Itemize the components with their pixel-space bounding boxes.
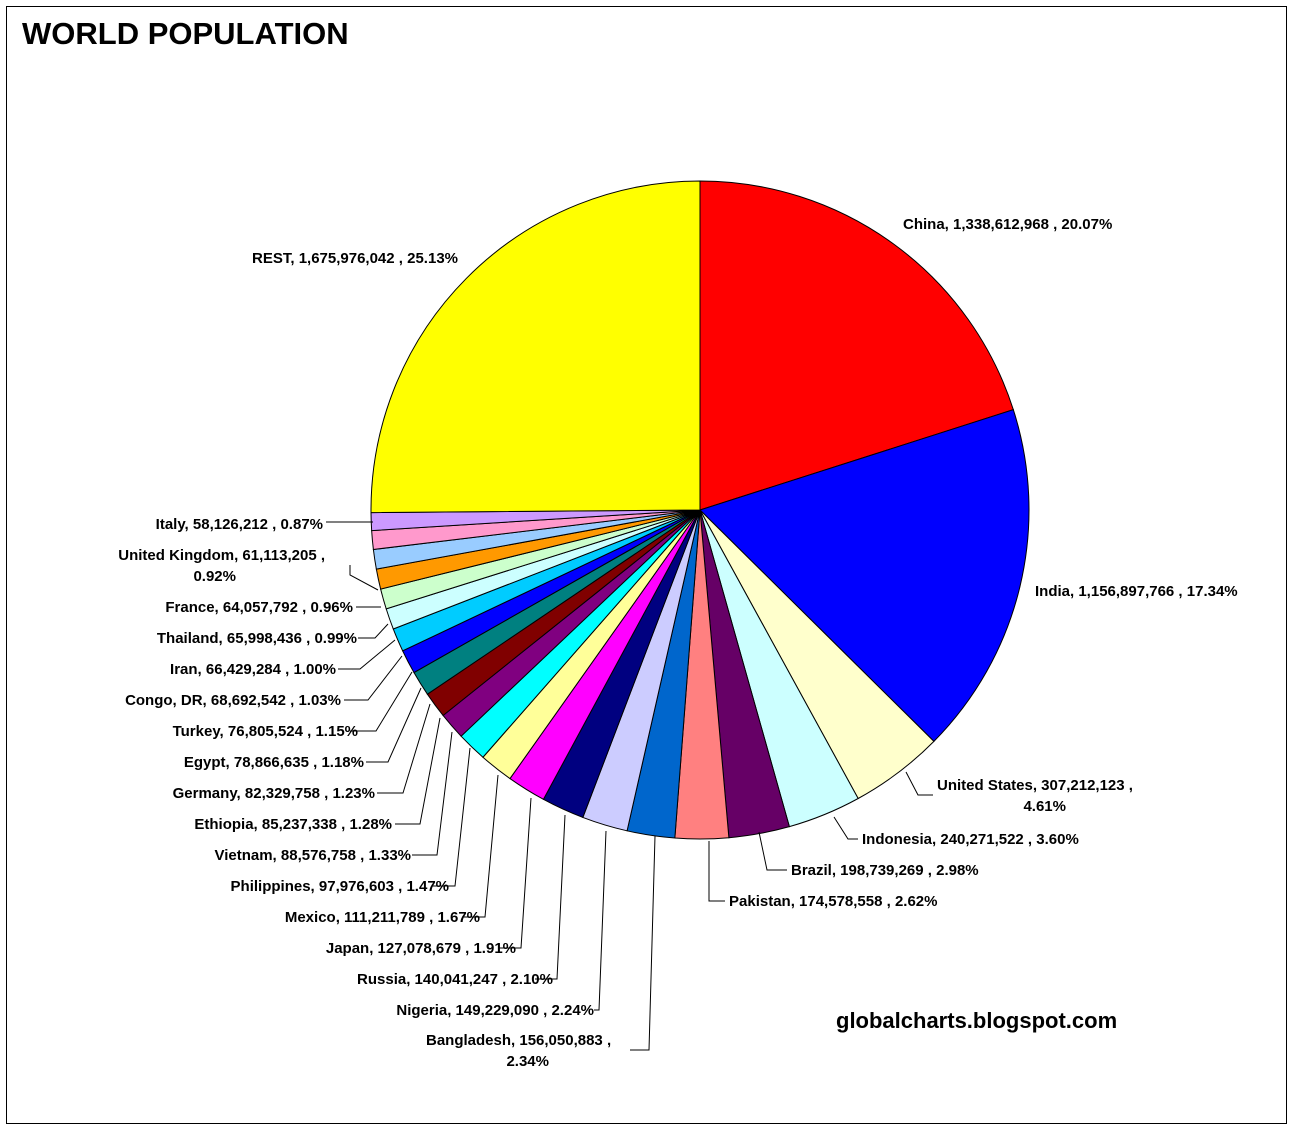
slice-label-thailand: Thailand, 65,998,436 , 0.99% [157,630,357,647]
leader-line-bangladesh [630,835,656,1051]
pie-slices [370,180,1030,840]
leader-line-russia [535,814,566,980]
watermark: globalcharts.blogspot.com [836,1008,1118,1033]
leader-line-united-states [905,771,933,796]
slice-label-vietnam: Vietnam, 88,576,758 , 1.33% [214,847,411,864]
slice-label-rest: REST, 1,675,976,042 , 25.13% [252,250,458,267]
leader-line-congo-dr [344,655,403,701]
leader-line-thailand [358,623,389,639]
slice-label-bangladesh-line2: 2.34% [506,1053,549,1070]
pie-slice-india [699,409,1030,743]
slice-label-ethiopia: Ethiopia, 85,237,338 , 1.28% [194,816,392,833]
leader-line-egypt [366,687,422,763]
pie-slice-rest [370,180,701,514]
slice-label-congo-dr: Congo, DR, 68,692,542 , 1.03% [125,692,341,709]
leader-lines [326,521,933,1051]
leader-line-turkey [350,671,413,732]
slice-labels: China, 1,338,612,968 , 20.07% India, 1,15… [118,216,1237,1070]
pie-slice-china [699,180,1014,511]
slice-label-japan: Japan, 127,078,679 , 1.91% [326,940,516,957]
slice-label-united-kingdom-line2: 0.92% [193,568,236,585]
slice-label-iran: Iran, 66,429,284 , 1.00% [170,661,336,678]
slice-label-germany: Germany, 82,329,758 , 1.23% [173,785,375,802]
leader-line-germany [377,703,431,794]
leader-line-brazil [758,831,787,871]
slice-label-egypt: Egypt, 78,866,635 , 1.18% [184,754,364,771]
leader-line-japan [498,797,532,949]
slice-label-united-states: United States, 307,212,123 , [937,777,1133,794]
leader-line-indonesia [833,816,858,840]
slice-label-india: India, 1,156,897,766 , 17.34% [1035,583,1238,600]
slice-label-china: China, 1,338,612,968 , 20.07% [903,216,1112,233]
slice-label-united-states-line2: 4.61% [1023,798,1066,815]
leader-line-nigeria [594,830,607,1011]
slice-label-turkey: Turkey, 76,805,524 , 1.15% [173,723,358,740]
leader-line-ethiopia [395,717,441,825]
slice-label-italy: Italy, 58,126,212 , 0.87% [156,516,323,533]
slice-label-france: France, 64,057,792 , 0.96% [165,599,353,616]
slice-label-brazil: Brazil, 198,739,269 , 2.98% [791,862,979,879]
leader-line-mexico [462,774,499,918]
slice-label-bangladesh: Bangladesh, 156,050,883 , [426,1032,611,1049]
slice-label-mexico: Mexico, 111,211,789 , 1.67% [285,909,480,926]
leader-line-pakistan [708,841,725,902]
leader-line-vietnam [412,731,453,856]
slice-label-russia: Russia, 140,041,247 , 2.10% [357,971,553,988]
leader-line-philippines [432,747,471,887]
slice-label-nigeria: Nigeria, 149,229,090 , 2.24% [396,1002,594,1019]
slice-label-pakistan: Pakistan, 174,578,558 , 2.62% [729,893,937,910]
slice-label-united-kingdom: United Kingdom, 61,113,205 , [118,547,325,564]
slice-label-philippines: Philippines, 97,976,603 , 1.47% [231,878,449,895]
chart-title: WORLD POPULATION [22,16,349,51]
slice-label-indonesia: Indonesia, 240,271,522 , 3.60% [862,831,1079,848]
leader-line-iran [338,639,396,670]
leader-line-united-kingdom [349,565,379,591]
